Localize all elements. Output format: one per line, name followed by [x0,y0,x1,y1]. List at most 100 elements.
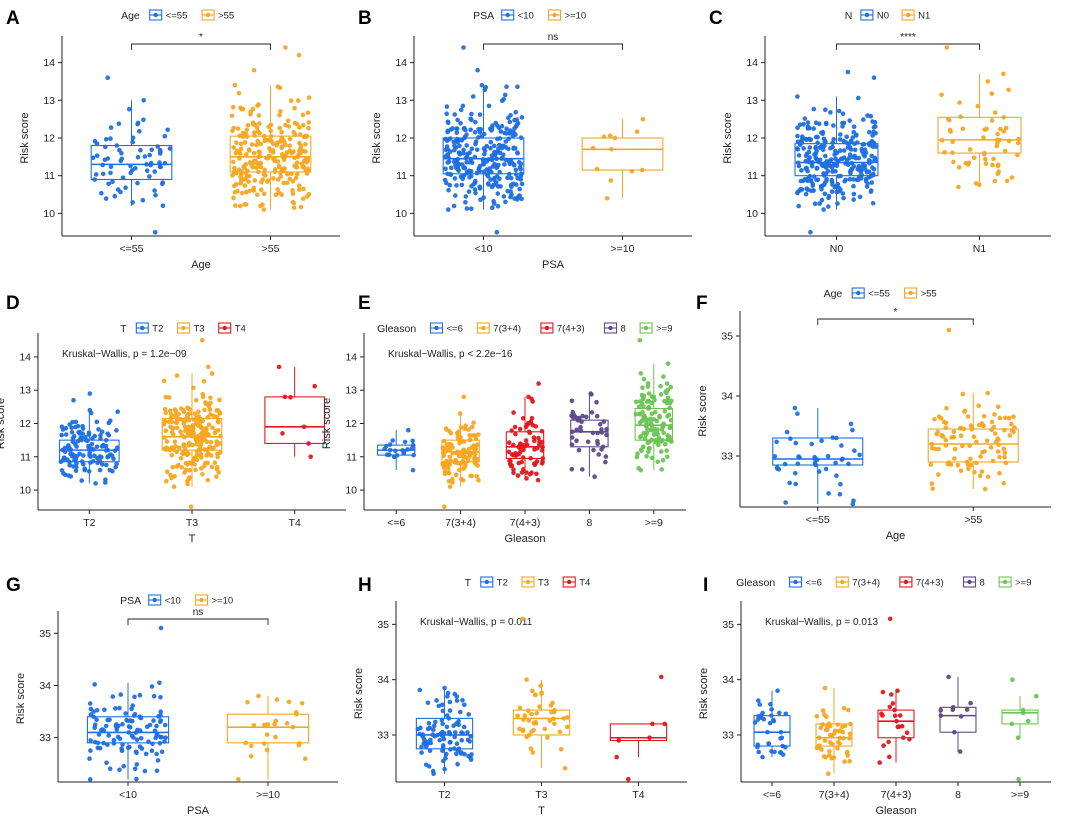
data-point [242,183,248,188]
data-point [172,447,177,453]
data-point [527,430,533,436]
data-point [231,125,236,131]
data-point [283,45,288,50]
data-point [842,179,847,184]
data-point [929,441,935,447]
data-point [208,440,214,445]
data-point [257,121,262,126]
data-point [186,432,191,437]
data-point [301,122,306,128]
data-point [511,146,516,151]
data-point [646,391,652,396]
data-point [149,748,155,753]
data-point [454,694,460,699]
data-point [440,721,445,727]
data-point [851,498,856,504]
data-point [659,674,664,680]
data-point [1001,71,1006,77]
data-point [1002,148,1008,154]
data-point [80,426,86,431]
data-point [849,160,855,166]
data-point [871,129,876,135]
legend-item-7(4+3): 7(4+3) [899,576,944,589]
data-point [152,229,158,235]
data-point [1002,427,1007,433]
data-point [956,164,962,170]
data-point [160,203,166,209]
data-point [469,146,475,152]
data-point [506,449,512,455]
data-point [192,462,197,467]
data-point [514,122,520,128]
data-point [82,466,87,472]
data-point [497,150,503,156]
data-point [521,717,526,722]
data-point [290,724,296,730]
data-point [939,137,945,143]
data-point [294,160,300,165]
data-point [266,124,272,129]
legend-item->=10: >=10 [547,9,586,22]
data-point [451,139,457,145]
data-point [291,205,297,210]
group->=9: >=9 [633,338,674,529]
data-point [870,172,876,177]
data-point [518,166,523,172]
data-point [537,704,542,709]
data-point [827,749,832,754]
data-point [861,117,866,122]
data-point [108,136,113,141]
data-point [808,229,813,235]
data-point [243,131,249,137]
data-point [284,150,290,155]
data-point [194,452,200,458]
data-point [162,406,168,412]
data-point [985,79,991,84]
data-point [296,52,302,58]
data-point [163,735,168,740]
data-point [988,445,994,450]
data-point [534,711,539,716]
data-point [113,723,119,728]
data-point [434,698,439,703]
data-point [285,118,291,123]
data-point [155,758,161,763]
data-point [793,481,798,487]
data-point [63,432,69,437]
data-point [952,729,957,735]
y-tick-label: 35 [721,331,733,343]
panel-label: B [358,8,372,29]
data-point [834,163,840,168]
data-point [447,699,453,705]
data-point [427,748,433,754]
data-point [115,734,121,740]
data-point [95,460,100,465]
legend-key-point [484,579,489,585]
data-point [638,371,644,376]
data-point [461,394,467,400]
legend-label: 7(3+4) [493,324,521,335]
data-point [292,105,297,111]
data-point [766,741,771,746]
data-point [454,751,459,757]
data-point [1009,175,1015,180]
data-point [819,438,824,444]
data-point [459,738,464,743]
data-point [292,120,298,126]
x-tick-label: 8 [586,517,592,529]
data-point [601,419,607,424]
data-point [482,151,487,157]
legend-label: N1 [918,11,930,22]
data-point [951,435,957,440]
data-point [387,442,393,447]
data-point [406,427,411,433]
data-point [528,456,533,461]
data-point [214,414,220,420]
data-point [997,470,1002,476]
data-point [466,450,472,456]
legend-key-point [544,325,550,331]
data-point [472,154,478,160]
data-point [481,161,487,167]
data-point [285,171,290,177]
y-tick-label: 11 [20,451,31,463]
